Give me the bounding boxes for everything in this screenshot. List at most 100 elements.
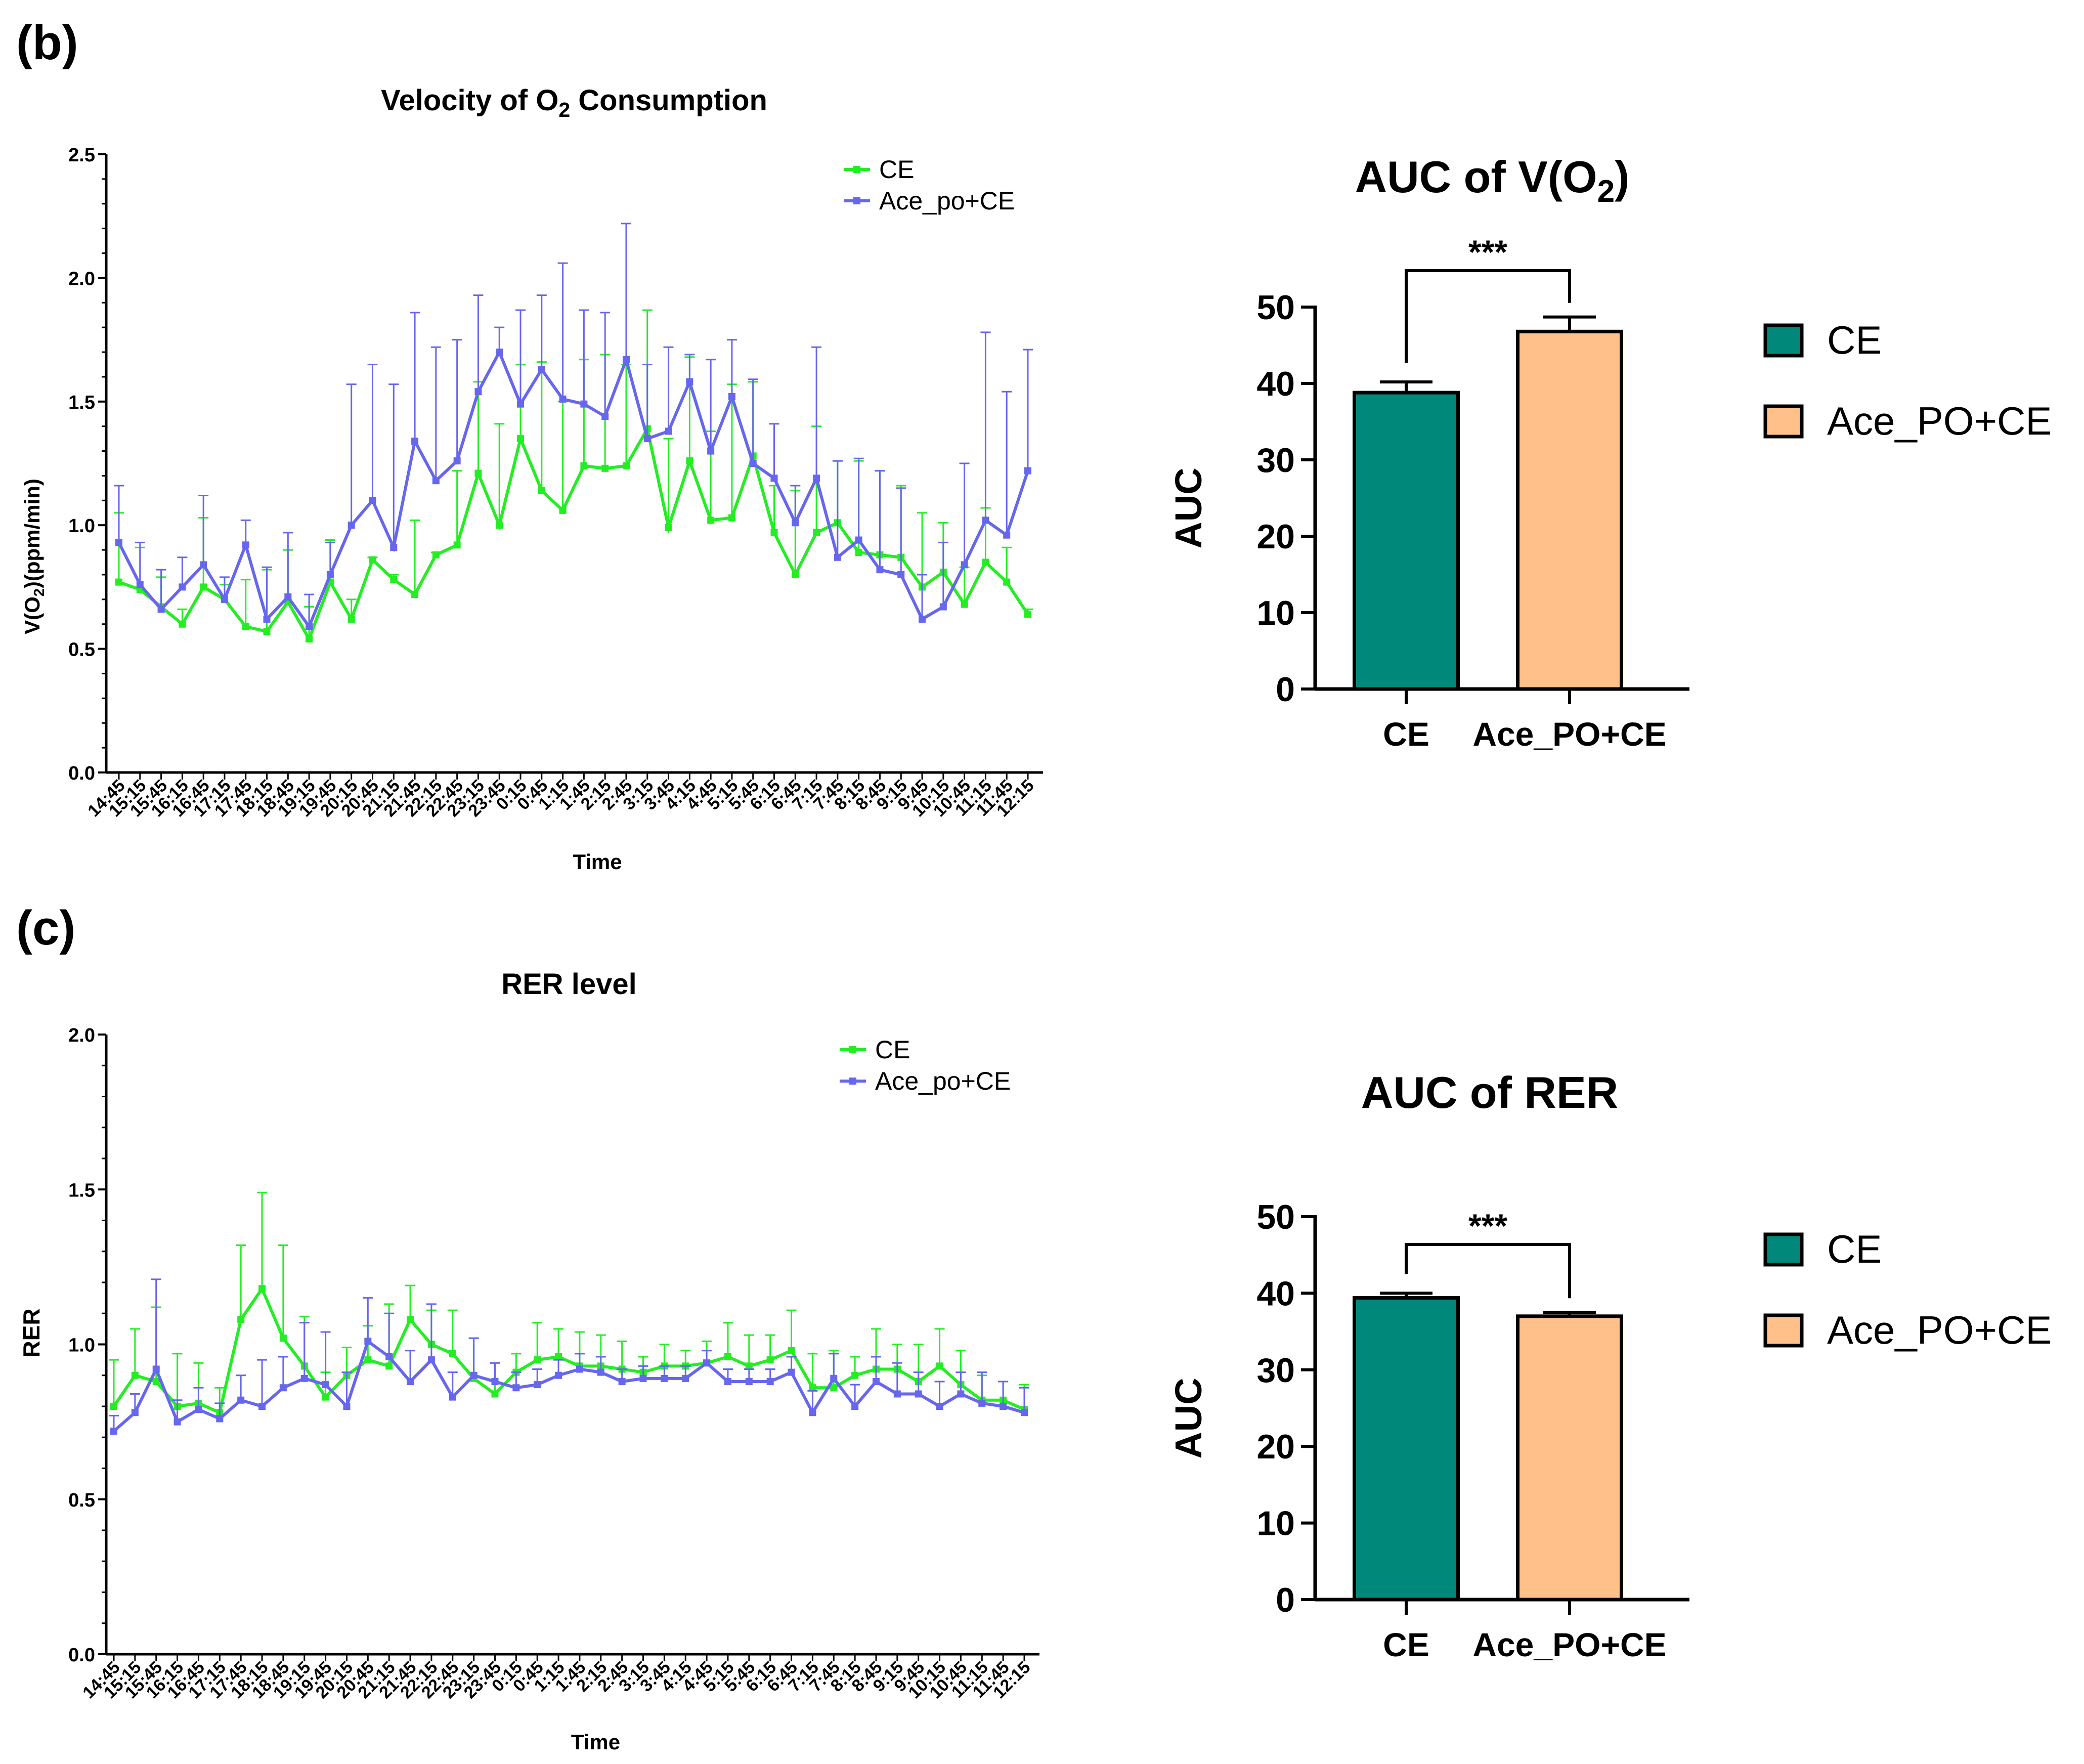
rer-legend-label: Ace_po+CE <box>875 1067 1011 1095</box>
rer-data-point <box>766 1356 774 1364</box>
rer-auc-plot: CE Ace_PO+CE 0 10 20 30 40 50 AUC *** CE Ace_PO+CE <box>1167 1198 2052 1663</box>
rer-auc-significance-bracket <box>1405 1243 1571 1299</box>
vo2-auc-legend-swatch-ce <box>1763 323 1804 358</box>
vo2-legend-label: Ace_po+CE <box>879 187 1015 215</box>
vo2-data-point <box>792 571 799 578</box>
vo2-data-point <box>538 487 545 494</box>
vo2-data-point <box>686 457 693 465</box>
rer-data-point <box>936 1362 943 1370</box>
vo2-data-point <box>179 583 186 591</box>
rer-data-point <box>555 1353 562 1360</box>
vo2-data-point <box>474 469 482 477</box>
rer-auc-legend-swatch-ace <box>1763 1313 1804 1348</box>
rer-data-point <box>258 1285 266 1293</box>
rer-data-point <box>279 1384 287 1392</box>
rer-auc-x-tick-label: Ace_PO+CE <box>1472 1626 1666 1663</box>
vo2-auc-significance-label: *** <box>1468 233 1507 271</box>
vo2-data-point <box>538 366 545 373</box>
vo2-data-point <box>665 524 672 532</box>
rer-y-axis-label: RER <box>18 1308 45 1357</box>
rer-auc-y-axis-label: AUC <box>1167 1378 1209 1458</box>
vo2-data-point <box>982 517 989 524</box>
vo2-auc-bar-ace <box>1516 329 1623 691</box>
vo2-series-ace <box>114 223 1033 630</box>
rer-data-point <box>682 1374 689 1382</box>
vo2-data-point <box>136 581 144 588</box>
rer-auc-y-tick-label: 30 <box>1256 1351 1295 1390</box>
vo2-y-tick-label: 1.5 <box>68 392 95 413</box>
rer-data-point <box>957 1390 965 1398</box>
vo2-data-point <box>326 571 334 578</box>
vo2-data-point <box>792 519 799 527</box>
rer-data-point <box>407 1316 414 1323</box>
vo2-data-point <box>601 413 609 420</box>
rer-data-point <box>618 1378 626 1385</box>
vo2-data-point <box>432 551 440 558</box>
rer-data-point <box>364 1338 372 1345</box>
rer-auc-legend-label: Ace_PO+CE <box>1827 1308 2052 1352</box>
vo2-data-point <box>517 435 525 443</box>
vo2-data-point <box>749 460 757 467</box>
vo2-data-point <box>813 529 820 536</box>
rer-data-point <box>512 1384 520 1392</box>
vo2-data-point <box>179 620 186 628</box>
vo2-chart-title: Velocity of O2 Consumption <box>381 84 767 121</box>
vo2-auc-y-tick-label: 50 <box>1256 288 1295 327</box>
rer-data-point <box>661 1374 668 1382</box>
rer-x-axis-label: Time <box>571 1730 620 1754</box>
rer-data-point <box>449 1350 456 1357</box>
rer-data-point <box>872 1378 880 1385</box>
vo2-auc-y-tick-label: 0 <box>1276 670 1295 709</box>
rer-auc-significance-label: *** <box>1468 1207 1507 1244</box>
rer-y-tick-label: 0.5 <box>68 1490 95 1511</box>
rer-data-point <box>322 1381 329 1389</box>
vo2-data-point <box>411 591 419 598</box>
vo2-y-tick-label: 2.0 <box>68 268 95 289</box>
rer-data-point <box>258 1403 266 1410</box>
vo2-legend-marker <box>853 197 860 204</box>
vo2-data-point <box>242 541 249 549</box>
vo2-auc-y-axis-label: AUC <box>1167 467 1209 548</box>
rer-data-point <box>724 1353 731 1360</box>
vo2-data-point <box>453 457 461 465</box>
vo2-data-point <box>622 356 630 363</box>
vo2-data-point <box>115 539 122 546</box>
rer-data-point <box>1000 1403 1007 1410</box>
vo2-data-point <box>919 615 926 623</box>
vo2-data-point <box>855 536 862 544</box>
vo2-data-point <box>855 548 862 556</box>
rer-data-point <box>893 1390 901 1398</box>
vo2-data-point <box>982 558 989 566</box>
vo2-data-point <box>306 623 313 630</box>
vo2-auc-y-tick-label: 10 <box>1256 594 1295 632</box>
rer-series-ce <box>109 1191 1029 1416</box>
vo2-auc-y-tick-label: 40 <box>1256 365 1295 403</box>
vo2-legend-marker <box>853 166 860 173</box>
rer-data-point <box>576 1365 583 1373</box>
rer-auc-x-tick-label: CE <box>1383 1626 1429 1663</box>
vo2-data-point <box>157 606 165 613</box>
vo2-data-point <box>939 603 947 611</box>
vo2-data-point <box>707 517 715 524</box>
vo2-data-point <box>496 349 503 356</box>
vo2-data-point <box>686 378 693 385</box>
rer-y-tick-label: 2.0 <box>68 1025 95 1046</box>
rer-data-point <box>830 1374 838 1382</box>
rer-chart-title: RER level <box>501 968 637 1001</box>
rer-y-tick-label: 1.5 <box>68 1180 95 1201</box>
vo2-auc-legend-label: Ace_PO+CE <box>1827 399 2052 443</box>
rer-data-point <box>809 1384 816 1392</box>
rer-data-point <box>173 1418 181 1426</box>
rer-data-point <box>279 1335 287 1342</box>
vo2-series-ce <box>114 309 1033 643</box>
rer-data-point <box>978 1399 986 1407</box>
rer-data-point <box>110 1403 117 1410</box>
rer-auc-y-tick-label: 10 <box>1256 1504 1295 1543</box>
rer-data-point <box>131 1409 139 1416</box>
rer-data-point <box>237 1396 245 1404</box>
rer-series-line <box>113 1339 1025 1433</box>
vo2-data-point <box>559 395 567 403</box>
rer-data-point <box>152 1365 160 1373</box>
rer-data-point <box>237 1316 245 1323</box>
vo2-auc-x-tick-label: Ace_PO+CE <box>1472 715 1666 753</box>
